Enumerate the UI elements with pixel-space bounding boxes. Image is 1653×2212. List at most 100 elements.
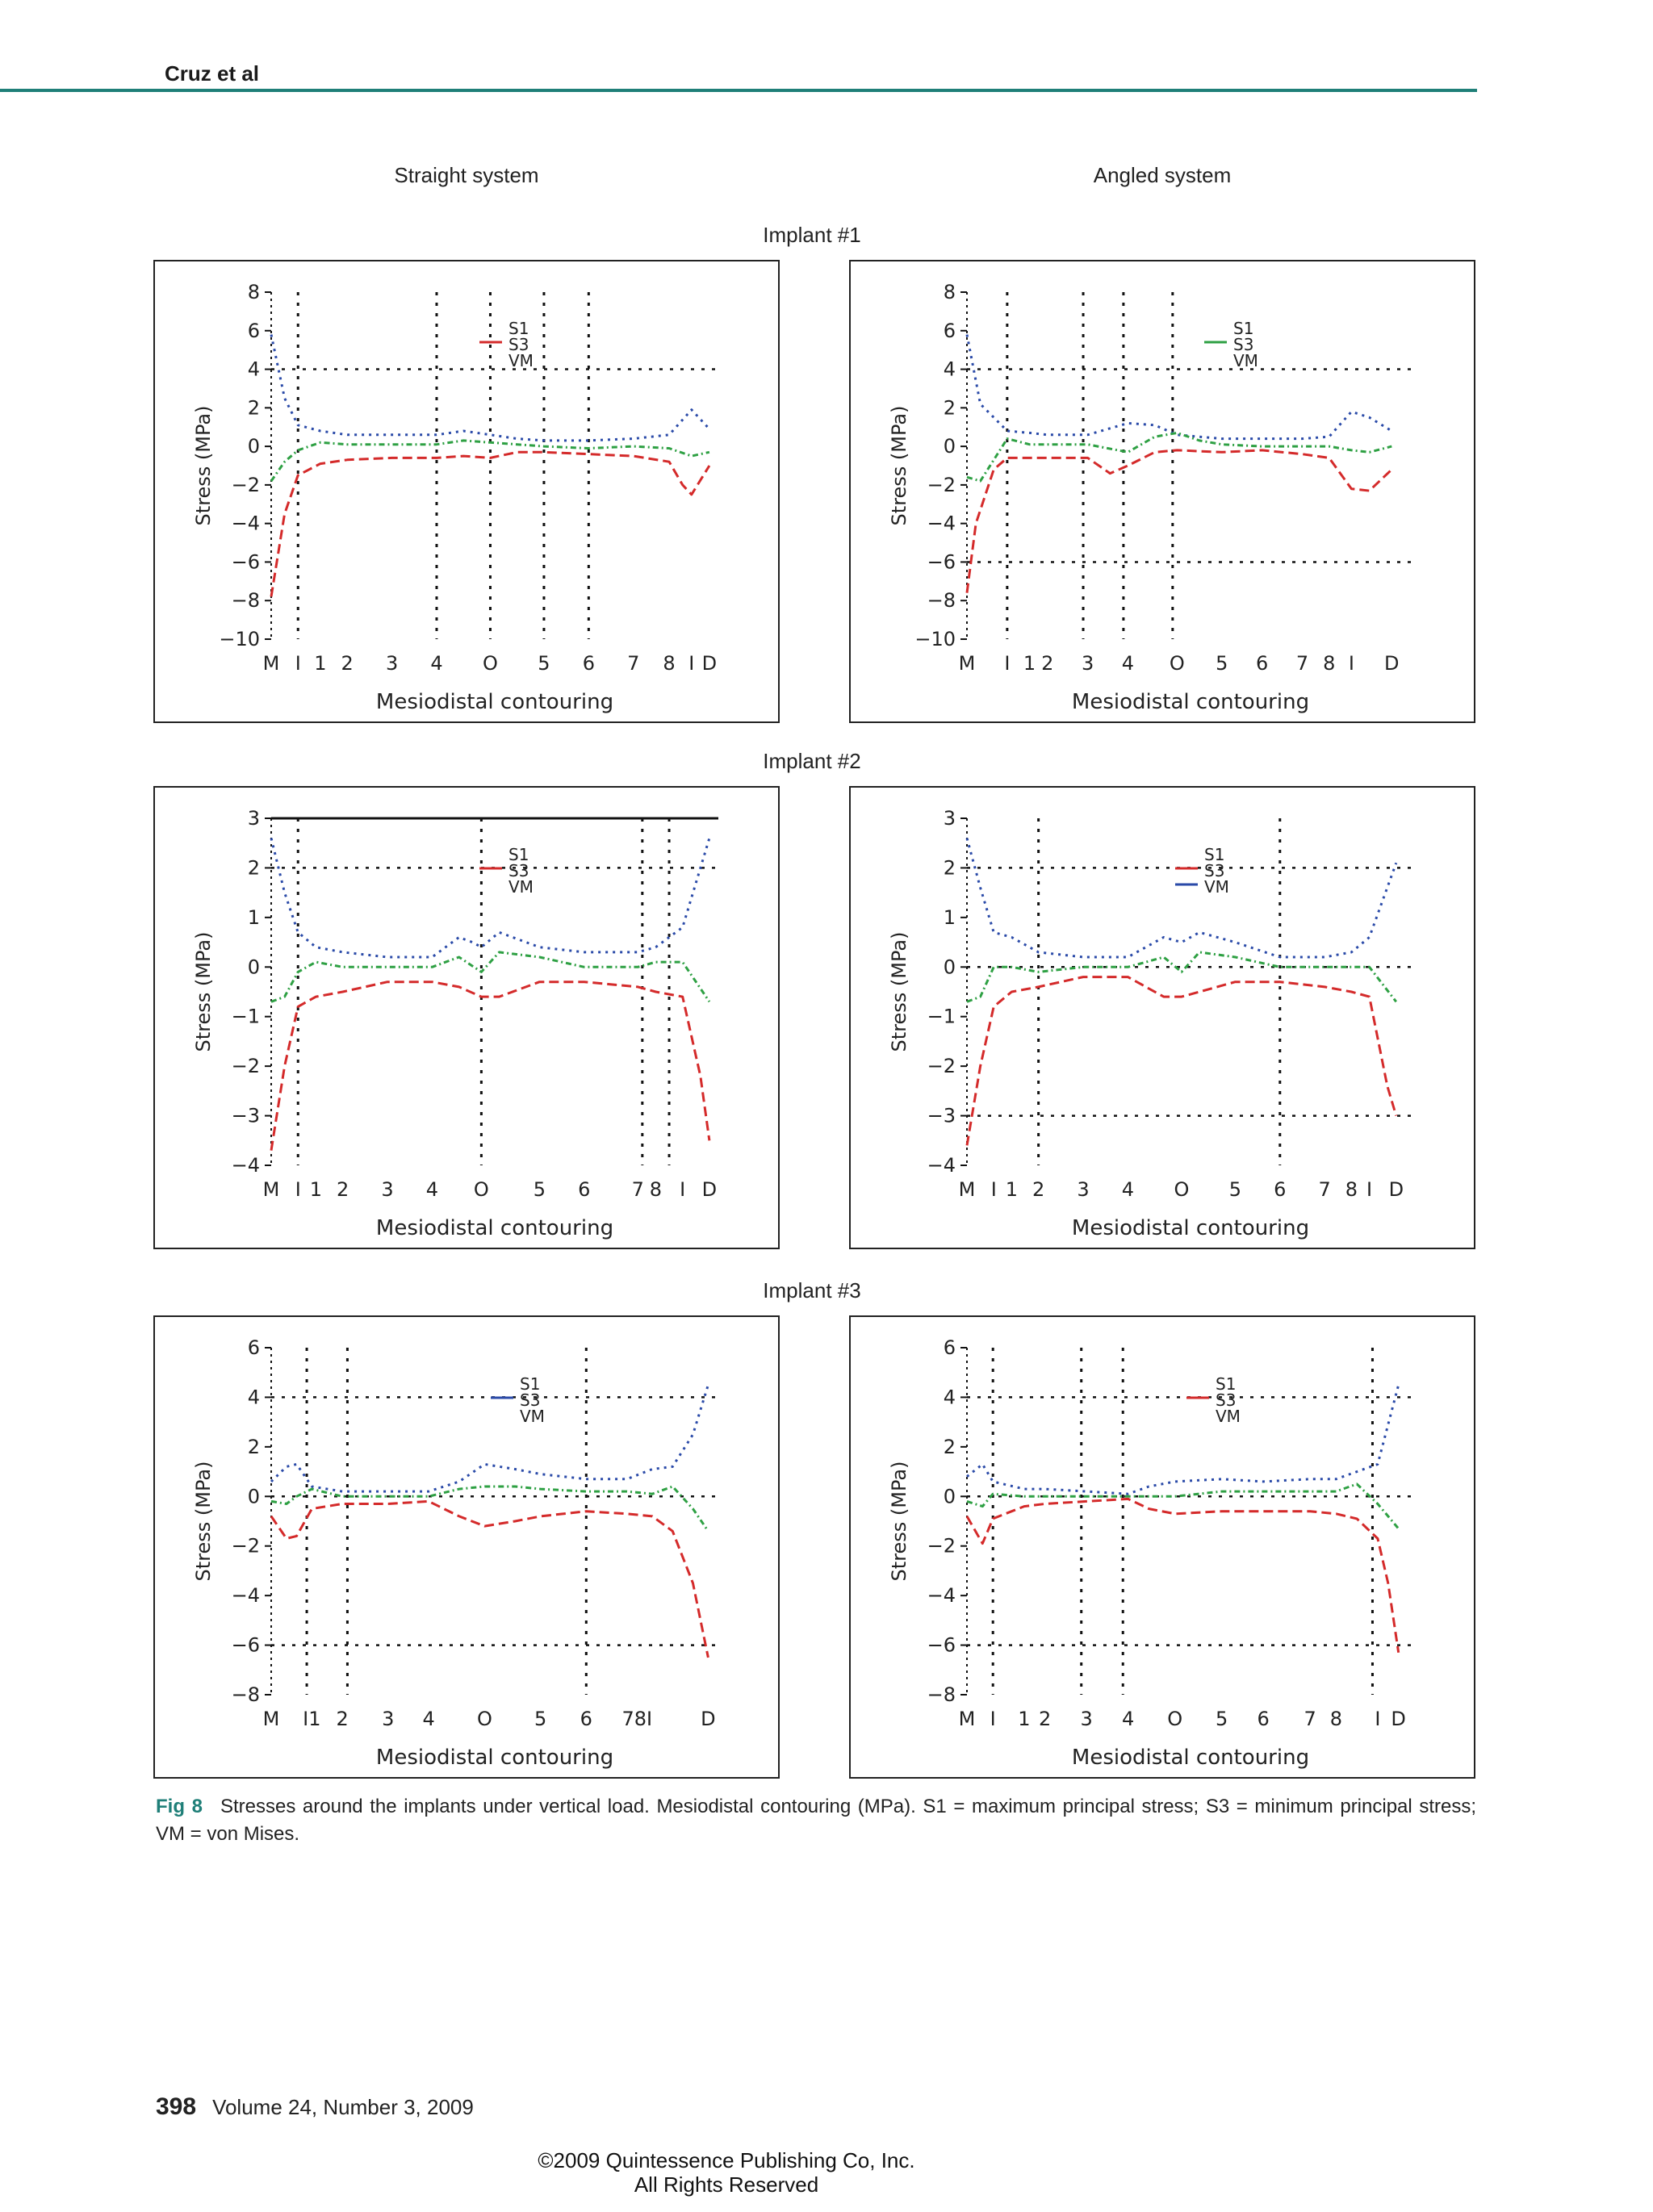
x-tick-label: 3 xyxy=(382,1708,394,1730)
chart-frame xyxy=(849,786,1475,1249)
y-tick-label: 6 xyxy=(944,320,956,342)
y-tick-label: −4 xyxy=(232,1154,260,1177)
y-tick-label: 0 xyxy=(944,435,956,458)
series-line-s1 xyxy=(270,951,711,1003)
x-tick-label: 3 xyxy=(1077,1178,1089,1201)
y-axis-label: Stress (MPa) xyxy=(192,406,215,526)
y-tick-label: −2 xyxy=(232,474,260,496)
y-tick-label: −2 xyxy=(927,474,956,496)
copyright-line-1: ©2009 Quintessence Publishing Co, Inc. xyxy=(538,2148,915,2172)
copyright-line-2: All Rights Reserved xyxy=(634,2172,819,2197)
x-axis-label: Mesiodistal contouring xyxy=(376,690,613,714)
y-tick-label: −8 xyxy=(927,589,956,612)
x-tick-label: 2 xyxy=(336,1708,348,1730)
y-tick-label: −6 xyxy=(927,550,956,573)
x-tick-label: 4 xyxy=(426,1178,438,1201)
y-tick-label: 8 xyxy=(944,281,956,303)
x-tick-label: 8 xyxy=(1323,652,1335,675)
x-tick-label: 6 xyxy=(578,1178,590,1201)
figure-label: Fig 8 xyxy=(156,1796,203,1817)
series-line-s1 xyxy=(966,1482,1400,1530)
x-tick-label: D xyxy=(701,1708,715,1730)
y-tick-label: 4 xyxy=(944,358,956,381)
x-tick-label: 5 xyxy=(538,652,550,675)
y-tick-label: 2 xyxy=(248,396,260,419)
x-tick-label: 2 xyxy=(337,1178,349,1201)
y-tick-label: −6 xyxy=(232,1634,260,1657)
x-tick-label: 8 xyxy=(663,652,675,675)
x-tick-label: 1 xyxy=(1023,652,1036,675)
chart-frame xyxy=(153,1315,780,1779)
series-line-s3 xyxy=(270,450,711,597)
y-tick-label: −8 xyxy=(232,1683,260,1706)
x-tick-label: 6 xyxy=(580,1708,592,1730)
legend-label-s1: S1 xyxy=(508,319,529,338)
y-tick-label: 0 xyxy=(944,955,956,978)
series-line-s1 xyxy=(966,431,1392,483)
series-line-s3 xyxy=(965,976,1398,1146)
x-tick-label: I xyxy=(295,1178,301,1201)
series-line-vm xyxy=(966,1384,1400,1495)
x-tick-label: O xyxy=(477,1708,492,1730)
figure-caption: Fig 8 Stresses around the implants under … xyxy=(156,1793,1476,1848)
y-tick-label: −8 xyxy=(232,589,260,612)
series-line-vm xyxy=(270,1384,709,1493)
x-tick-label: 4 xyxy=(1122,1178,1134,1201)
y-tick-label: −4 xyxy=(927,512,956,535)
x-tick-label: 5 xyxy=(1229,1178,1241,1201)
x-tick-label: M xyxy=(263,652,280,675)
series-line-s3 xyxy=(965,449,1393,593)
legend-label-s3: S3 xyxy=(1216,1390,1236,1410)
legend-label-s1: S1 xyxy=(520,1374,540,1394)
y-tick-label: 1 xyxy=(944,906,956,929)
x-tick-label: D xyxy=(1391,1708,1405,1730)
y-tick-label: −6 xyxy=(927,1634,956,1657)
x-tick-label: M xyxy=(263,1708,280,1730)
x-tick-label: 7 xyxy=(632,1178,644,1201)
y-tick-label: −10 xyxy=(219,628,260,650)
x-tick-label: 6 xyxy=(1256,652,1268,675)
y-tick-label: 6 xyxy=(248,320,260,342)
x-tick-label: 2 xyxy=(1039,1708,1051,1730)
x-tick-label: 5 xyxy=(1216,652,1228,675)
x-tick-label: 1 xyxy=(310,1178,322,1201)
issue-info: Volume 24, Number 3, 2009 xyxy=(212,2095,474,2119)
row-heading-implant-2: Implant #2 xyxy=(763,749,861,773)
x-tick-label: O xyxy=(1170,652,1185,675)
y-tick-label: 2 xyxy=(248,856,260,879)
legend-label-vm: VM xyxy=(520,1407,545,1426)
legend-label-s1: S1 xyxy=(1216,1374,1236,1394)
x-tick-label: 2 xyxy=(341,652,354,675)
series-line-vm xyxy=(270,838,711,959)
y-tick-label: 2 xyxy=(944,856,956,879)
x-tick-label: 3 xyxy=(1082,652,1094,675)
x-tick-label: 7 xyxy=(1304,1708,1316,1730)
y-tick-label: 3 xyxy=(248,807,260,830)
x-tick-label: 6 xyxy=(1274,1178,1286,1201)
x-axis-label: Mesiodistal contouring xyxy=(376,1216,613,1240)
y-tick-label: 4 xyxy=(248,1386,260,1408)
x-tick-label: 1 xyxy=(314,652,326,675)
y-axis-label: Stress (MPa) xyxy=(192,1461,215,1582)
chart-frame xyxy=(849,260,1475,723)
x-tick-label: O xyxy=(1174,1178,1189,1201)
x-tick-label: 8 xyxy=(650,1178,662,1201)
y-tick-label: −1 xyxy=(927,1006,956,1028)
x-tick-label: D xyxy=(1389,1178,1404,1201)
x-tick-label: 2 xyxy=(1032,1178,1044,1201)
chart-frame xyxy=(153,260,780,723)
x-tick-label: I xyxy=(1004,652,1010,675)
x-axis-label: Mesiodistal contouring xyxy=(1072,1746,1309,1770)
series-line-s3 xyxy=(270,1499,709,1658)
x-tick-label: I xyxy=(1349,652,1354,675)
x-tick-label: 3 xyxy=(386,652,398,675)
legend-label-vm: VM xyxy=(1233,351,1258,370)
legend-label-s3: S3 xyxy=(1233,335,1253,354)
y-tick-label: 4 xyxy=(944,1386,956,1408)
y-tick-label: −2 xyxy=(927,1535,956,1558)
y-tick-label: 3 xyxy=(944,807,956,830)
y-tick-label: 6 xyxy=(944,1336,956,1359)
